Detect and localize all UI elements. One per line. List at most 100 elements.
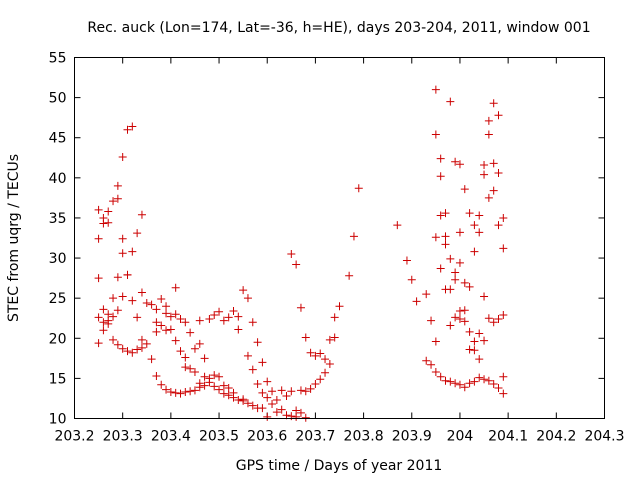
- data-point: [455, 307, 464, 316]
- data-point: [489, 186, 498, 195]
- data-point: [243, 294, 252, 303]
- data-point: [460, 185, 469, 194]
- data-point: [113, 194, 122, 203]
- data-point: [451, 313, 460, 322]
- data-point: [354, 184, 363, 193]
- data-point: [104, 207, 113, 216]
- x-tick-label: 203.8: [344, 429, 384, 445]
- data-point: [215, 307, 224, 316]
- data-point: [321, 355, 330, 364]
- data-point: [422, 356, 431, 365]
- data-point: [147, 355, 156, 364]
- data-point: [316, 375, 325, 384]
- data-point: [484, 130, 493, 139]
- data-point: [282, 392, 291, 401]
- data-point: [301, 413, 310, 422]
- data-point: [455, 228, 464, 237]
- x-tick-label: 204.2: [536, 429, 576, 445]
- data-point: [162, 302, 171, 311]
- data-point: [94, 205, 103, 214]
- data-point: [128, 296, 137, 305]
- data-point: [306, 384, 315, 393]
- data-point: [104, 310, 113, 319]
- data-point: [484, 193, 493, 202]
- data-point: [104, 218, 113, 227]
- data-point: [113, 340, 122, 349]
- data-point: [431, 367, 440, 376]
- data-point: [200, 381, 209, 390]
- data-point: [268, 387, 277, 396]
- data-point: [431, 337, 440, 346]
- data-point: [152, 305, 161, 314]
- x-tick-label: 204.3: [584, 429, 624, 445]
- data-point: [436, 372, 445, 381]
- data-point: [229, 393, 238, 402]
- x-tick-label: 203.7: [295, 429, 335, 445]
- data-point: [393, 221, 402, 230]
- data-point: [480, 292, 489, 301]
- data-point: [234, 396, 243, 405]
- data-point: [335, 302, 344, 311]
- data-point: [431, 130, 440, 139]
- data-point: [494, 169, 503, 178]
- data-point: [427, 360, 436, 369]
- data-point: [465, 345, 474, 354]
- data-point: [200, 372, 209, 381]
- data-point: [171, 283, 180, 292]
- data-point: [176, 347, 185, 356]
- data-point: [118, 292, 127, 301]
- data-point: [277, 386, 286, 395]
- y-tick-label: 20: [49, 331, 67, 347]
- data-point: [272, 396, 281, 405]
- data-point: [123, 270, 132, 279]
- data-point: [157, 321, 166, 330]
- data-point: [460, 306, 469, 315]
- data-point: [475, 373, 484, 382]
- x-tick-label: 203.3: [103, 429, 143, 445]
- data-point: [451, 275, 460, 284]
- data-point: [427, 316, 436, 325]
- data-point: [436, 172, 445, 181]
- y-tick-label: 35: [49, 211, 67, 227]
- y-tick-label: 50: [49, 91, 67, 107]
- data-point: [94, 313, 103, 322]
- data-point: [171, 336, 180, 345]
- data-point: [431, 233, 440, 242]
- data-point: [301, 333, 310, 342]
- data-point: [176, 315, 185, 324]
- data-point: [239, 286, 248, 295]
- data-point: [436, 264, 445, 273]
- data-point: [349, 232, 358, 241]
- data-point: [109, 197, 118, 206]
- data-point: [470, 346, 479, 355]
- data-point: [446, 321, 455, 330]
- data-point: [316, 349, 325, 358]
- data-point: [436, 154, 445, 163]
- data-points: [94, 85, 508, 422]
- data-point: [157, 380, 166, 389]
- data-point: [321, 368, 330, 377]
- data-point: [215, 385, 224, 394]
- data-point: [258, 358, 267, 367]
- data-point: [499, 389, 508, 398]
- data-point: [118, 249, 127, 258]
- data-point: [460, 317, 469, 326]
- data-point: [219, 381, 228, 390]
- data-point: [157, 294, 166, 303]
- data-point: [499, 311, 508, 320]
- data-point: [210, 371, 219, 380]
- data-point: [181, 318, 190, 327]
- data-point: [248, 318, 257, 327]
- data-point: [142, 298, 151, 307]
- data-point: [123, 347, 132, 356]
- data-point: [451, 379, 460, 388]
- data-point: [215, 372, 224, 381]
- data-point: [137, 343, 146, 352]
- data-point: [224, 313, 233, 322]
- data-point: [489, 99, 498, 108]
- data-point: [94, 274, 103, 283]
- x-axis-label: GPS time / Days of year 2011: [236, 458, 443, 474]
- data-point: [268, 400, 277, 409]
- data-point: [109, 294, 118, 303]
- data-point: [166, 312, 175, 321]
